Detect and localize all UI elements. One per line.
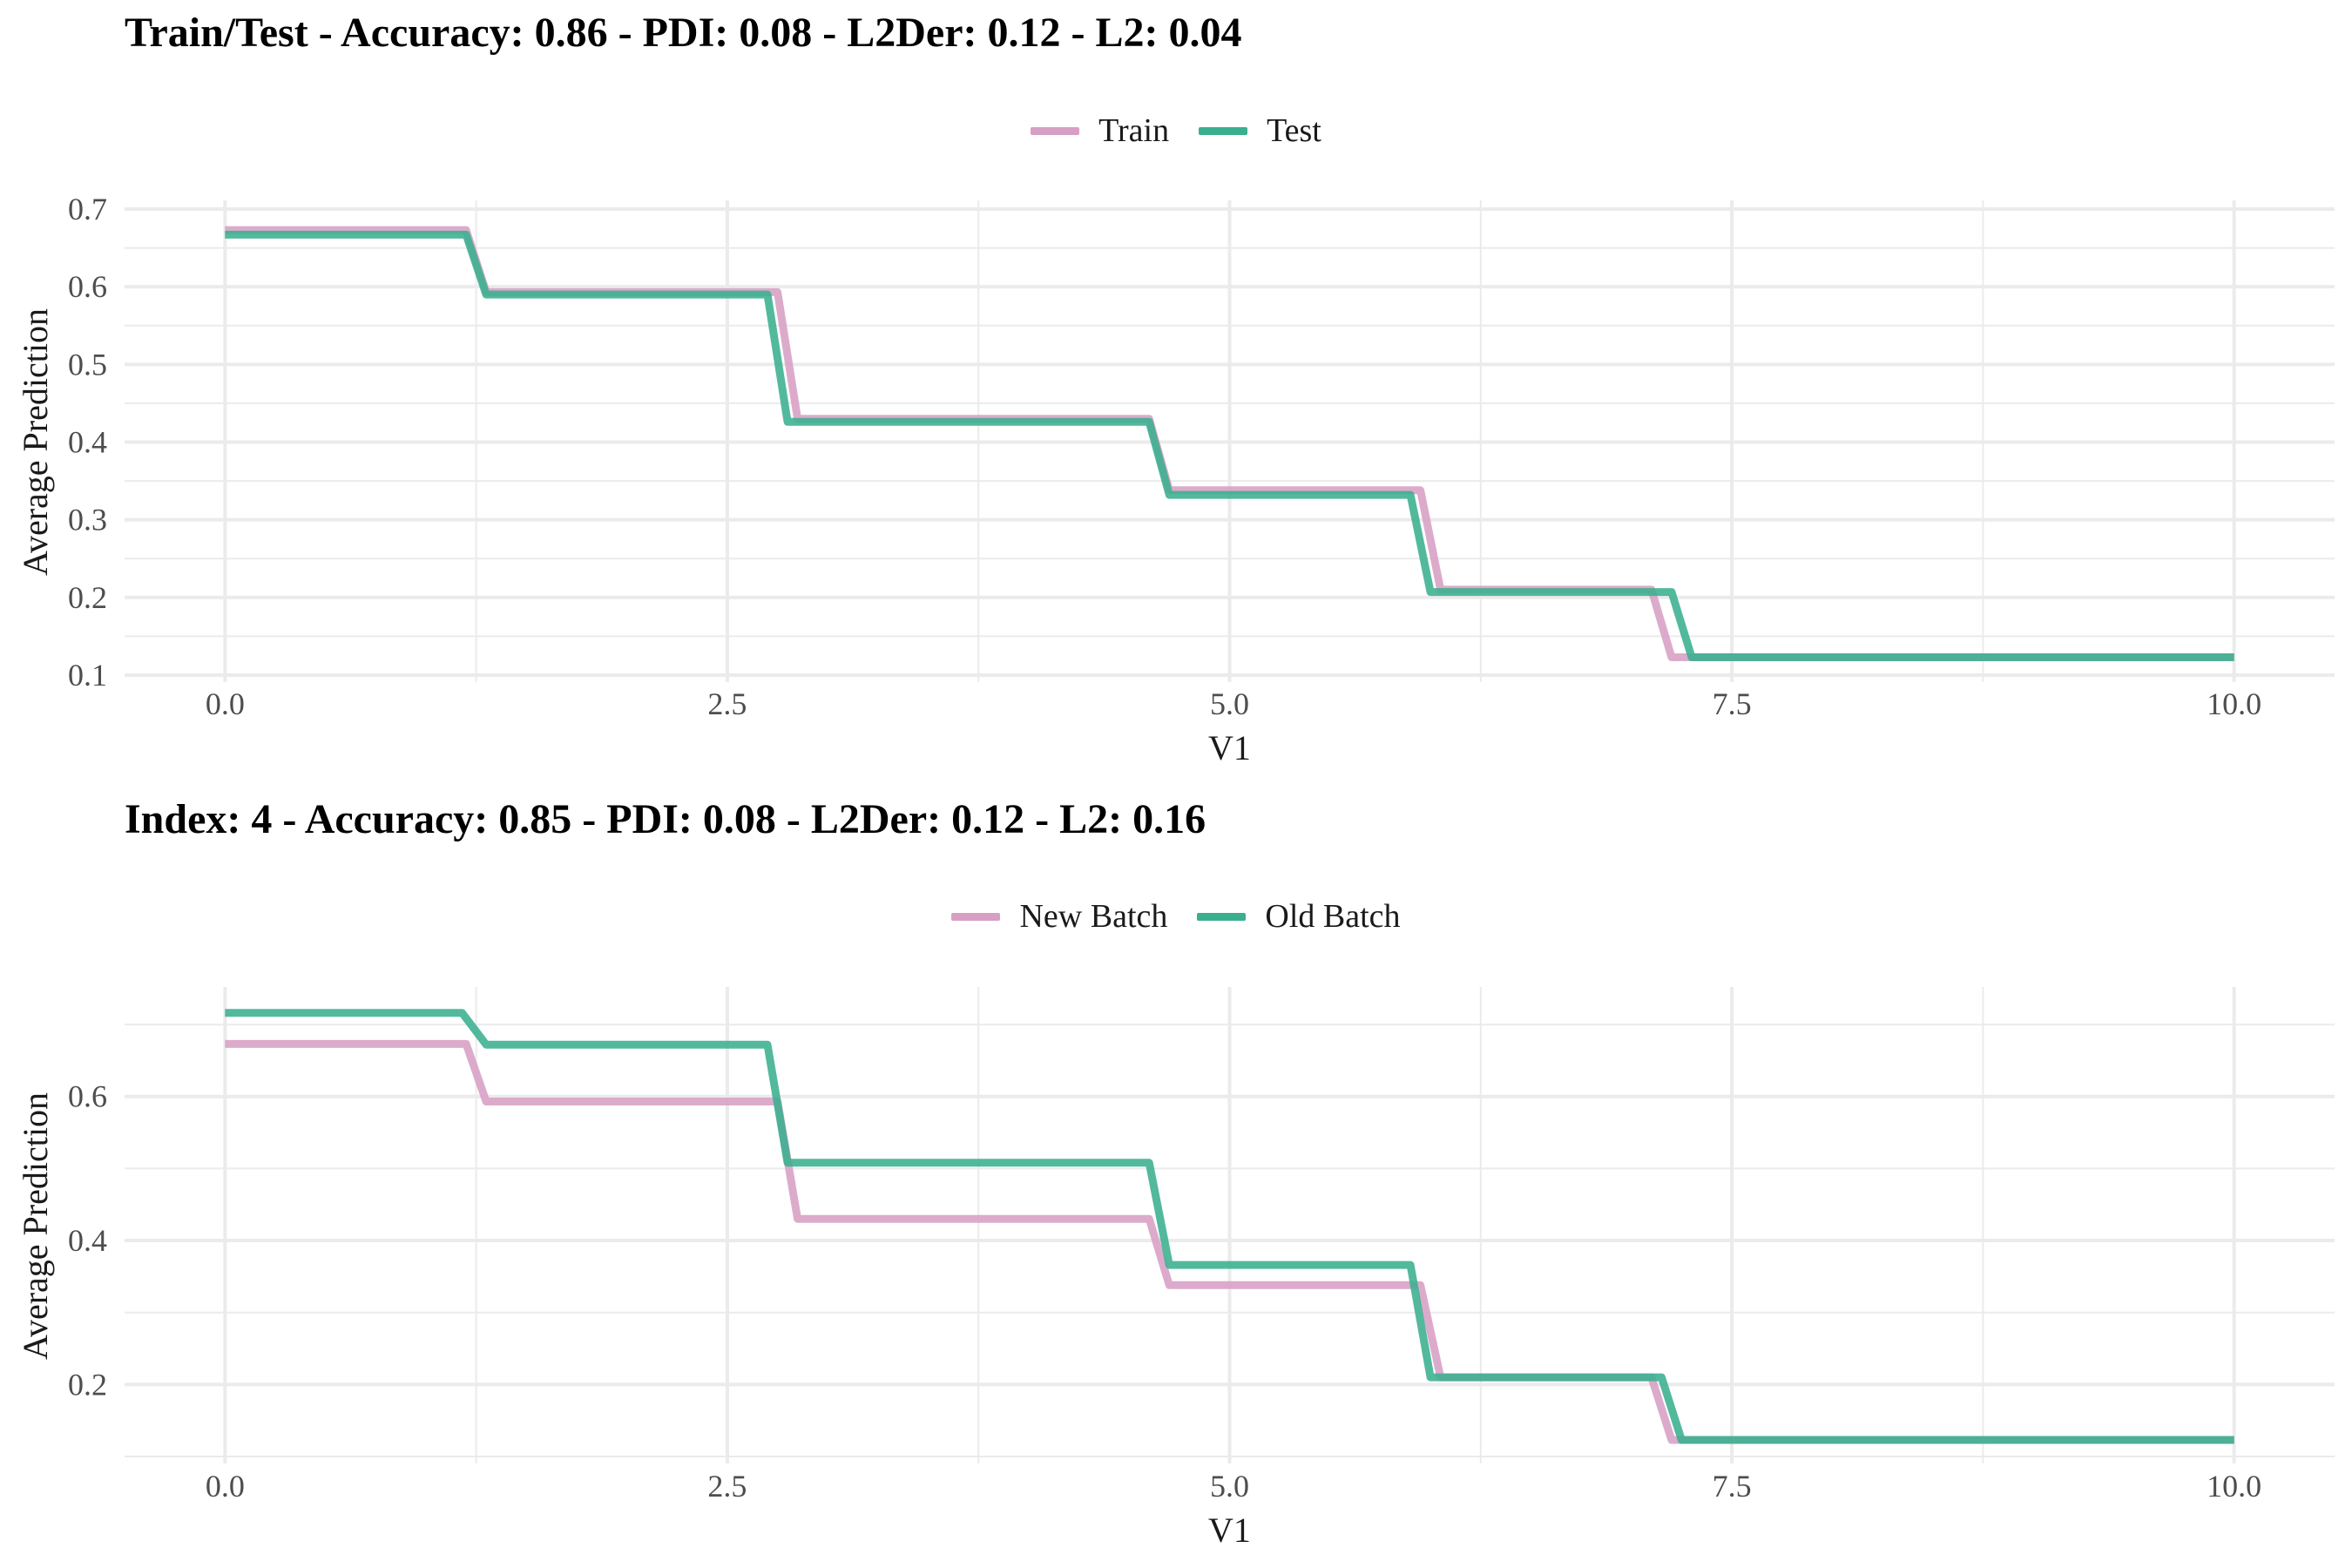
legend-item-old-batch: Old Batch	[1197, 897, 1401, 936]
x-tick-label: 10.0	[2207, 686, 2261, 721]
legend-key-test	[1199, 126, 1248, 135]
series-line-old-batch	[225, 1009, 2234, 1444]
y-tick-label: 0.3	[68, 503, 107, 537]
x-tick-label: 0.0	[206, 1469, 245, 1504]
y-tick-label: 0.6	[68, 1079, 107, 1114]
legend-label-new-batch: New Batch	[1019, 898, 1168, 935]
y-tick-label: 0.2	[68, 580, 107, 615]
y-tick-label: 0.7	[68, 192, 107, 226]
legend-item-train: Train	[1031, 112, 1169, 150]
chart-1-plot: 0.0 2.5 5.0 7.5 10.0 0.1 0.2 0.3 0.4 0.5 0.6 0.7 V1 A…	[16, 192, 2335, 767]
chart-1-legend: Train Test	[0, 112, 2352, 150]
legend-item-test: Test	[1199, 112, 1321, 150]
series-line-new-batch	[225, 1039, 2234, 1444]
chart-2-legend: New Batch Old Batch	[0, 897, 2352, 936]
legend-label-old-batch: Old Batch	[1265, 898, 1401, 935]
x-tick-label: 5.0	[1210, 1469, 1249, 1504]
y-tick-label: 0.1	[68, 658, 107, 693]
x-tick-label: 7.5	[1713, 1469, 1752, 1504]
legend-key-new-batch	[951, 912, 1001, 921]
x-axis-label: V1	[1208, 1511, 1251, 1550]
legend-label-test: Test	[1267, 112, 1321, 149]
y-tick-label: 0.4	[68, 1223, 107, 1258]
x-tick-label: 7.5	[1713, 686, 1752, 721]
x-tick-label: 2.5	[707, 686, 747, 721]
series-line-test	[225, 230, 2234, 661]
legend-label-train: Train	[1098, 112, 1170, 149]
legend-item-new-batch: New Batch	[951, 897, 1167, 936]
x-tick-label: 2.5	[707, 1469, 747, 1504]
x-tick-label: 0.0	[206, 686, 245, 721]
chart-1-title: Train/Test - Accuracy: 0.86 - PDI: 0.08 …	[125, 10, 1242, 56]
y-axis-label: Average Prediction	[16, 308, 55, 576]
y-axis-label: Average Prediction	[16, 1092, 55, 1360]
y-tick-label: 0.5	[68, 347, 107, 382]
y-tick-label: 0.2	[68, 1367, 107, 1402]
chart-2-plot: 0.0 2.5 5.0 7.5 10.0 0.2 0.4 0.6 V1 Average Predi…	[16, 987, 2335, 1550]
legend-key-old-batch	[1197, 912, 1247, 921]
x-axis-label: V1	[1208, 728, 1251, 767]
y-tick-label: 0.6	[68, 269, 107, 304]
legend-key-train	[1031, 126, 1080, 135]
x-tick-label: 10.0	[2207, 1469, 2261, 1504]
x-tick-label: 5.0	[1210, 686, 1249, 721]
y-tick-label: 0.4	[68, 425, 107, 460]
chart-2-title: Index: 4 - Accuracy: 0.85 - PDI: 0.08 - …	[125, 796, 1206, 842]
